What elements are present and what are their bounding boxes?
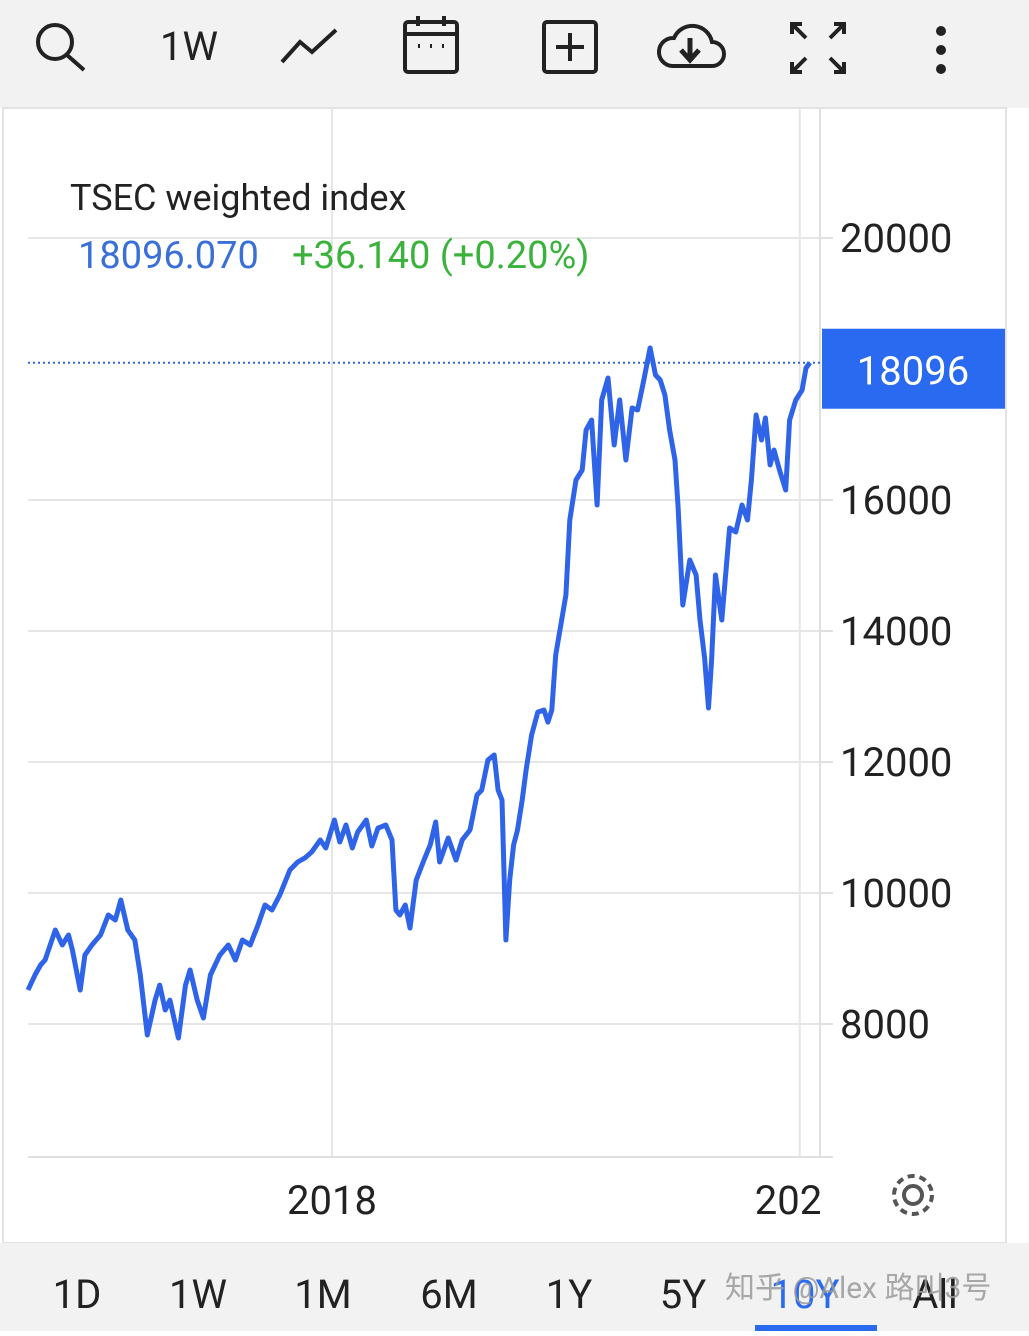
settings-button[interactable] (892, 1174, 934, 1216)
watermark: 知乎 @Alex 路叫3号 (725, 1271, 991, 1306)
active-tab-indicator (755, 1325, 877, 1331)
toolbar-icons (36, 16, 846, 74)
y-tick-label: 12000 (840, 739, 952, 786)
range-tab[interactable]: 6M (420, 1271, 477, 1318)
y-tick-label: 8000 (840, 1001, 930, 1048)
chart-panel (2, 107, 1007, 1244)
range-tab[interactable]: 10Y (771, 1271, 840, 1318)
toolbar (0, 0, 1029, 108)
calendar-button[interactable] (403, 16, 459, 74)
y-tick-label: 14000 (840, 608, 952, 655)
last-price-box (822, 328, 1005, 409)
menu-button[interactable] (936, 26, 946, 74)
fullscreen-button[interactable] (790, 22, 846, 74)
change-value: +36.140 (+0.20%) (292, 234, 590, 278)
range-tab[interactable]: All (912, 1271, 958, 1318)
y-tick-label: 20000 (840, 215, 952, 262)
price-line (25, 345, 812, 1041)
range-tab[interactable]: 1Y (546, 1271, 593, 1318)
range-tab[interactable]: 1D (53, 1271, 102, 1318)
range-bar (0, 1243, 1029, 1331)
range-tab[interactable]: 1M (294, 1271, 351, 1318)
range-tab[interactable]: 5Y (660, 1271, 707, 1318)
y-tick-label: 10000 (840, 870, 952, 917)
chart-title: TSEC weighted index (70, 177, 406, 219)
range-tabs: 1D 1W 1M 6M 1Y 5Y 10Y All (53, 1271, 958, 1331)
x-tick-label: 2024 (755, 1177, 845, 1224)
chart: 8000 10000 12000 14000 16000 20000 2018 2024 180… (25, 108, 1005, 1224)
range-tab[interactable]: 1W (169, 1271, 227, 1318)
interval-button[interactable]: 1W (160, 23, 218, 70)
y-tick-label: 16000 (840, 477, 952, 524)
search-button[interactable] (36, 23, 86, 72)
add-button[interactable] (542, 20, 598, 74)
download-button[interactable] (656, 23, 726, 68)
x-tick-label: 2018 (287, 1177, 377, 1224)
line-style-button[interactable] (280, 28, 338, 64)
last-value: 18096.070 (78, 234, 259, 278)
last-price-label: 18096 (857, 348, 969, 395)
